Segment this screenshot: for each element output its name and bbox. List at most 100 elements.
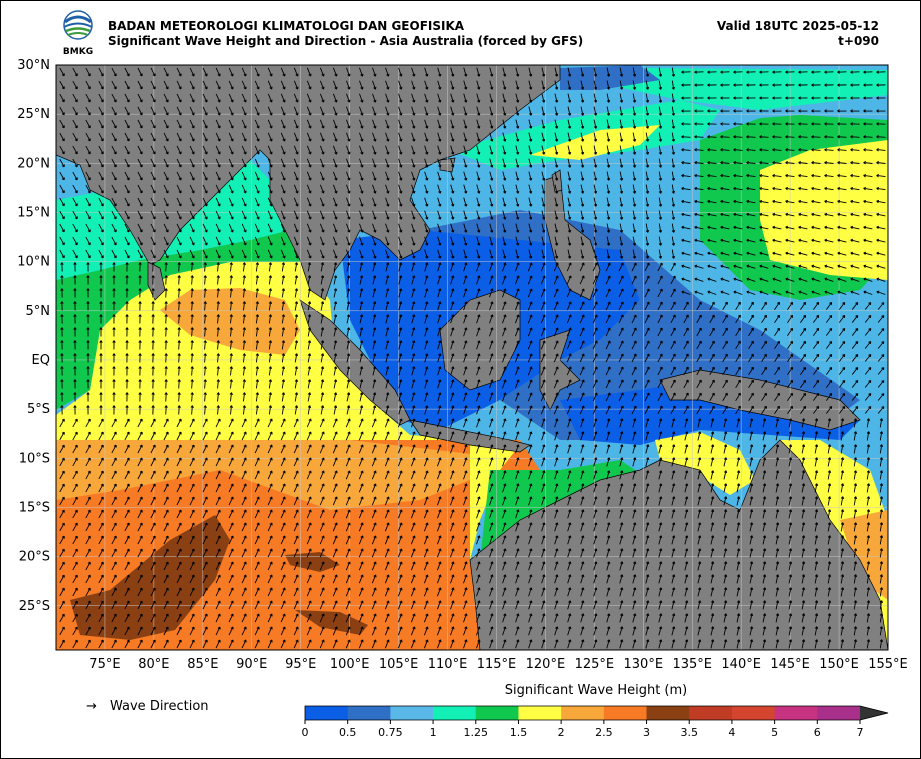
wave-arrow xyxy=(710,587,715,597)
wave-arrow xyxy=(176,197,182,207)
wave-arrow xyxy=(775,444,780,454)
wave-arrow xyxy=(319,93,325,103)
wave-arrow xyxy=(762,561,767,571)
wave-arrow xyxy=(293,574,299,584)
wave-arrow xyxy=(202,223,208,233)
wave-arrow xyxy=(112,379,116,389)
wave-arrow xyxy=(671,197,676,207)
wave-arrow xyxy=(98,470,104,480)
wave-arrow xyxy=(163,132,169,142)
wave-arrow xyxy=(215,457,221,467)
wave-arrow xyxy=(124,626,130,636)
wave-arrow xyxy=(528,418,533,428)
wave-arrow xyxy=(733,122,743,126)
wave-arrow xyxy=(267,457,273,467)
wave-arrow xyxy=(228,470,234,480)
wave-arrow xyxy=(619,639,624,649)
wave-arrow xyxy=(293,171,299,181)
wave-arrow xyxy=(241,171,247,181)
wave-arrow xyxy=(681,161,691,165)
wave-arrow xyxy=(423,587,429,597)
wave-arrow xyxy=(811,186,821,191)
wave-arrow xyxy=(866,548,871,558)
wave-arrow xyxy=(59,119,65,129)
wave-arrow xyxy=(280,431,286,441)
wave-arrow xyxy=(281,301,286,311)
wave-arrow xyxy=(476,288,481,298)
wave-arrow xyxy=(631,288,637,298)
wave-arrow xyxy=(837,186,847,191)
wave-arrow xyxy=(85,509,91,519)
wave-arrow xyxy=(59,535,65,545)
wave-arrow xyxy=(671,548,676,558)
wave-arrow xyxy=(723,470,728,480)
wave-arrow xyxy=(98,132,104,142)
wave-arrow xyxy=(332,236,338,246)
wave-arrow xyxy=(670,405,676,415)
wave-arrow xyxy=(242,301,246,311)
wave-arrow xyxy=(268,392,273,402)
wave-arrow xyxy=(553,405,559,415)
wave-arrow xyxy=(242,340,246,350)
wave-arrow xyxy=(319,158,325,168)
wave-arrow xyxy=(838,366,846,375)
wave-arrow xyxy=(59,626,65,636)
wave-arrow xyxy=(163,561,169,571)
wave-arrow xyxy=(163,522,169,532)
lat-labels: 30°N25°N20°N15°N10°N5°NEQ5°S10°S15°S20°S… xyxy=(17,58,50,614)
wave-arrow xyxy=(306,93,312,103)
wave-arrow xyxy=(176,509,182,519)
wave-arrow xyxy=(203,392,207,402)
wave-arrow xyxy=(190,353,194,363)
wave-arrow xyxy=(735,366,741,376)
wave-arrow xyxy=(553,275,559,285)
wave-arrow xyxy=(515,509,520,519)
wave-arrow xyxy=(707,148,717,152)
wave-arrow xyxy=(850,161,860,165)
orange-zone-bay xyxy=(160,288,300,355)
wave-arrow xyxy=(112,301,116,311)
wave-arrow xyxy=(707,225,717,230)
wave-arrow xyxy=(293,457,299,467)
wave-arrow xyxy=(319,236,325,246)
wave-arrow xyxy=(476,496,481,506)
wave-arrow xyxy=(657,262,663,272)
wave-arrow xyxy=(671,93,676,103)
wave-arrow xyxy=(733,109,743,113)
wave-arrow xyxy=(707,173,717,178)
wave-arrow xyxy=(813,340,820,349)
wave-arrow xyxy=(566,275,572,285)
wave-arrow xyxy=(359,93,364,103)
wave-arrow xyxy=(202,106,208,116)
wave-arrow xyxy=(785,225,795,230)
wave-arrow xyxy=(515,431,520,441)
wave-arrow xyxy=(72,509,78,519)
wave-arrow xyxy=(515,210,520,220)
wave-arrow xyxy=(202,561,208,571)
wave-arrow xyxy=(332,158,338,168)
wave-arrow xyxy=(463,626,468,636)
wave-arrow xyxy=(658,197,663,207)
wave-arrow xyxy=(164,288,168,298)
wave-arrow xyxy=(85,210,91,220)
wave-arrow xyxy=(553,379,559,389)
wave-arrow xyxy=(567,80,572,90)
wave-arrow xyxy=(254,210,260,220)
wave-arrow xyxy=(267,210,273,220)
wave-arrow xyxy=(788,548,793,558)
wave-arrow xyxy=(111,132,117,142)
wave-arrow xyxy=(424,288,429,298)
wave-arrow xyxy=(787,301,793,310)
wave-arrow xyxy=(694,109,704,113)
wave-arrow xyxy=(371,418,377,428)
wave-arrow xyxy=(293,444,299,454)
wave-arrow xyxy=(268,327,273,337)
wave-arrow xyxy=(463,67,468,77)
wave-arrow xyxy=(876,264,886,269)
wave-arrow xyxy=(876,135,886,139)
wave-arrow xyxy=(824,238,834,243)
wave-arrow xyxy=(684,470,689,480)
wave-arrow xyxy=(189,626,195,636)
wave-arrow xyxy=(838,405,846,414)
wave-arrow xyxy=(853,639,858,649)
